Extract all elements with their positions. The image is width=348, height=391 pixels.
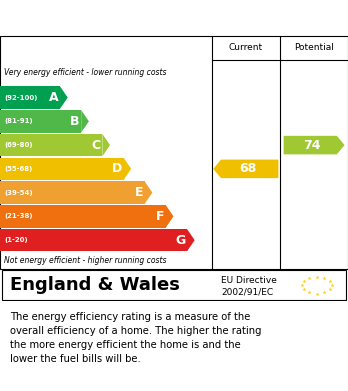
Text: England & Wales: England & Wales — [10, 276, 180, 294]
Bar — [0, 86, 60, 109]
Bar — [0, 205, 166, 228]
Text: 2002/91/EC: 2002/91/EC — [221, 288, 273, 297]
Text: Potential: Potential — [294, 43, 334, 52]
Text: (1-20): (1-20) — [4, 237, 28, 243]
Text: G: G — [175, 234, 185, 247]
Polygon shape — [187, 229, 195, 251]
Text: Energy Efficiency Rating: Energy Efficiency Rating — [10, 11, 220, 26]
Text: E: E — [135, 186, 143, 199]
Text: 74: 74 — [303, 138, 321, 152]
Text: Current: Current — [229, 43, 263, 52]
Text: (55-68): (55-68) — [4, 166, 32, 172]
Text: Very energy efficient - lower running costs: Very energy efficient - lower running co… — [4, 68, 167, 77]
Text: (81-91): (81-91) — [4, 118, 33, 124]
Text: D: D — [112, 162, 122, 175]
Text: (39-54): (39-54) — [4, 190, 33, 196]
Text: 68: 68 — [239, 162, 256, 175]
Text: B: B — [70, 115, 80, 128]
Text: F: F — [156, 210, 165, 223]
Polygon shape — [213, 160, 278, 178]
Text: (92-100): (92-100) — [4, 95, 38, 100]
Text: The energy efficiency rating is a measure of the
overall efficiency of a home. T: The energy efficiency rating is a measur… — [10, 312, 262, 364]
Polygon shape — [81, 110, 89, 133]
Polygon shape — [284, 136, 345, 154]
Bar — [0, 181, 145, 204]
Polygon shape — [145, 181, 152, 204]
Text: EU Directive: EU Directive — [221, 276, 277, 285]
Text: Not energy efficient - higher running costs: Not energy efficient - higher running co… — [4, 256, 167, 265]
Text: (69-80): (69-80) — [4, 142, 33, 148]
Text: (21-38): (21-38) — [4, 213, 33, 219]
Bar — [0, 110, 81, 133]
Bar — [0, 158, 124, 180]
Polygon shape — [166, 205, 174, 228]
Polygon shape — [124, 158, 131, 180]
Text: A: A — [49, 91, 59, 104]
Polygon shape — [60, 86, 68, 109]
Bar — [0, 229, 187, 251]
Polygon shape — [102, 134, 110, 156]
Text: C: C — [92, 138, 101, 152]
Bar — [0, 134, 102, 156]
